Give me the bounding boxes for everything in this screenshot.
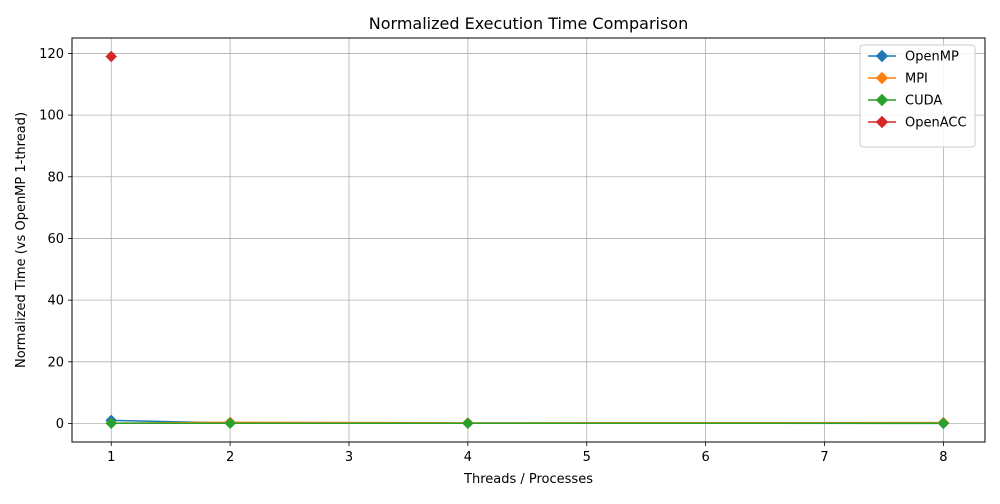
data-point-openacc xyxy=(105,50,118,63)
y-tick-label: 60 xyxy=(47,232,64,247)
plot-frame xyxy=(71,37,986,443)
y-tick-label: 100 xyxy=(39,109,64,124)
legend-marker-mpi xyxy=(875,71,889,85)
grid xyxy=(72,38,985,442)
x-tick-label: 7 xyxy=(820,450,828,465)
x-tick-label: 5 xyxy=(583,450,591,465)
x-tick-label: 4 xyxy=(464,450,472,465)
series-layer xyxy=(105,50,950,430)
y-tick-label: 0 xyxy=(56,417,64,432)
series-openacc xyxy=(105,50,118,63)
x-tick-label: 6 xyxy=(701,450,709,465)
legend: OpenMP MPI CUDA OpenACC xyxy=(859,44,976,148)
y-tick-label: 40 xyxy=(47,294,64,309)
x-axis-label: Threads / Processes xyxy=(463,472,593,487)
y-tick-label: 120 xyxy=(39,47,64,62)
data-point-cuda xyxy=(105,417,118,430)
legend-label-mpi: MPI xyxy=(905,72,928,87)
y-tick-label: 20 xyxy=(47,355,64,370)
x-tick-label: 3 xyxy=(345,450,353,465)
legend-marker-cuda xyxy=(875,93,889,107)
data-point-cuda xyxy=(224,417,236,430)
y-axis-label: Normalized Time (vs OpenMP 1-thread) xyxy=(14,112,29,368)
chart-title: Normalized Execution Time Comparison xyxy=(369,14,688,33)
legend-marker-openacc xyxy=(875,115,889,129)
legend-label-openacc: OpenACC xyxy=(905,116,967,131)
x-tick-label: 1 xyxy=(107,450,115,465)
legend-label-openmp: OpenMP xyxy=(905,50,959,65)
legend-marker-openmp xyxy=(875,49,889,63)
x-tick-label: 2 xyxy=(226,450,234,465)
x-tick-label: 8 xyxy=(939,450,947,465)
data-point-cuda xyxy=(937,417,950,430)
series-cuda xyxy=(105,417,950,430)
legend-label-cuda: CUDA xyxy=(905,94,942,109)
y-tick-label: 80 xyxy=(47,170,64,185)
data-point-cuda xyxy=(462,417,474,430)
